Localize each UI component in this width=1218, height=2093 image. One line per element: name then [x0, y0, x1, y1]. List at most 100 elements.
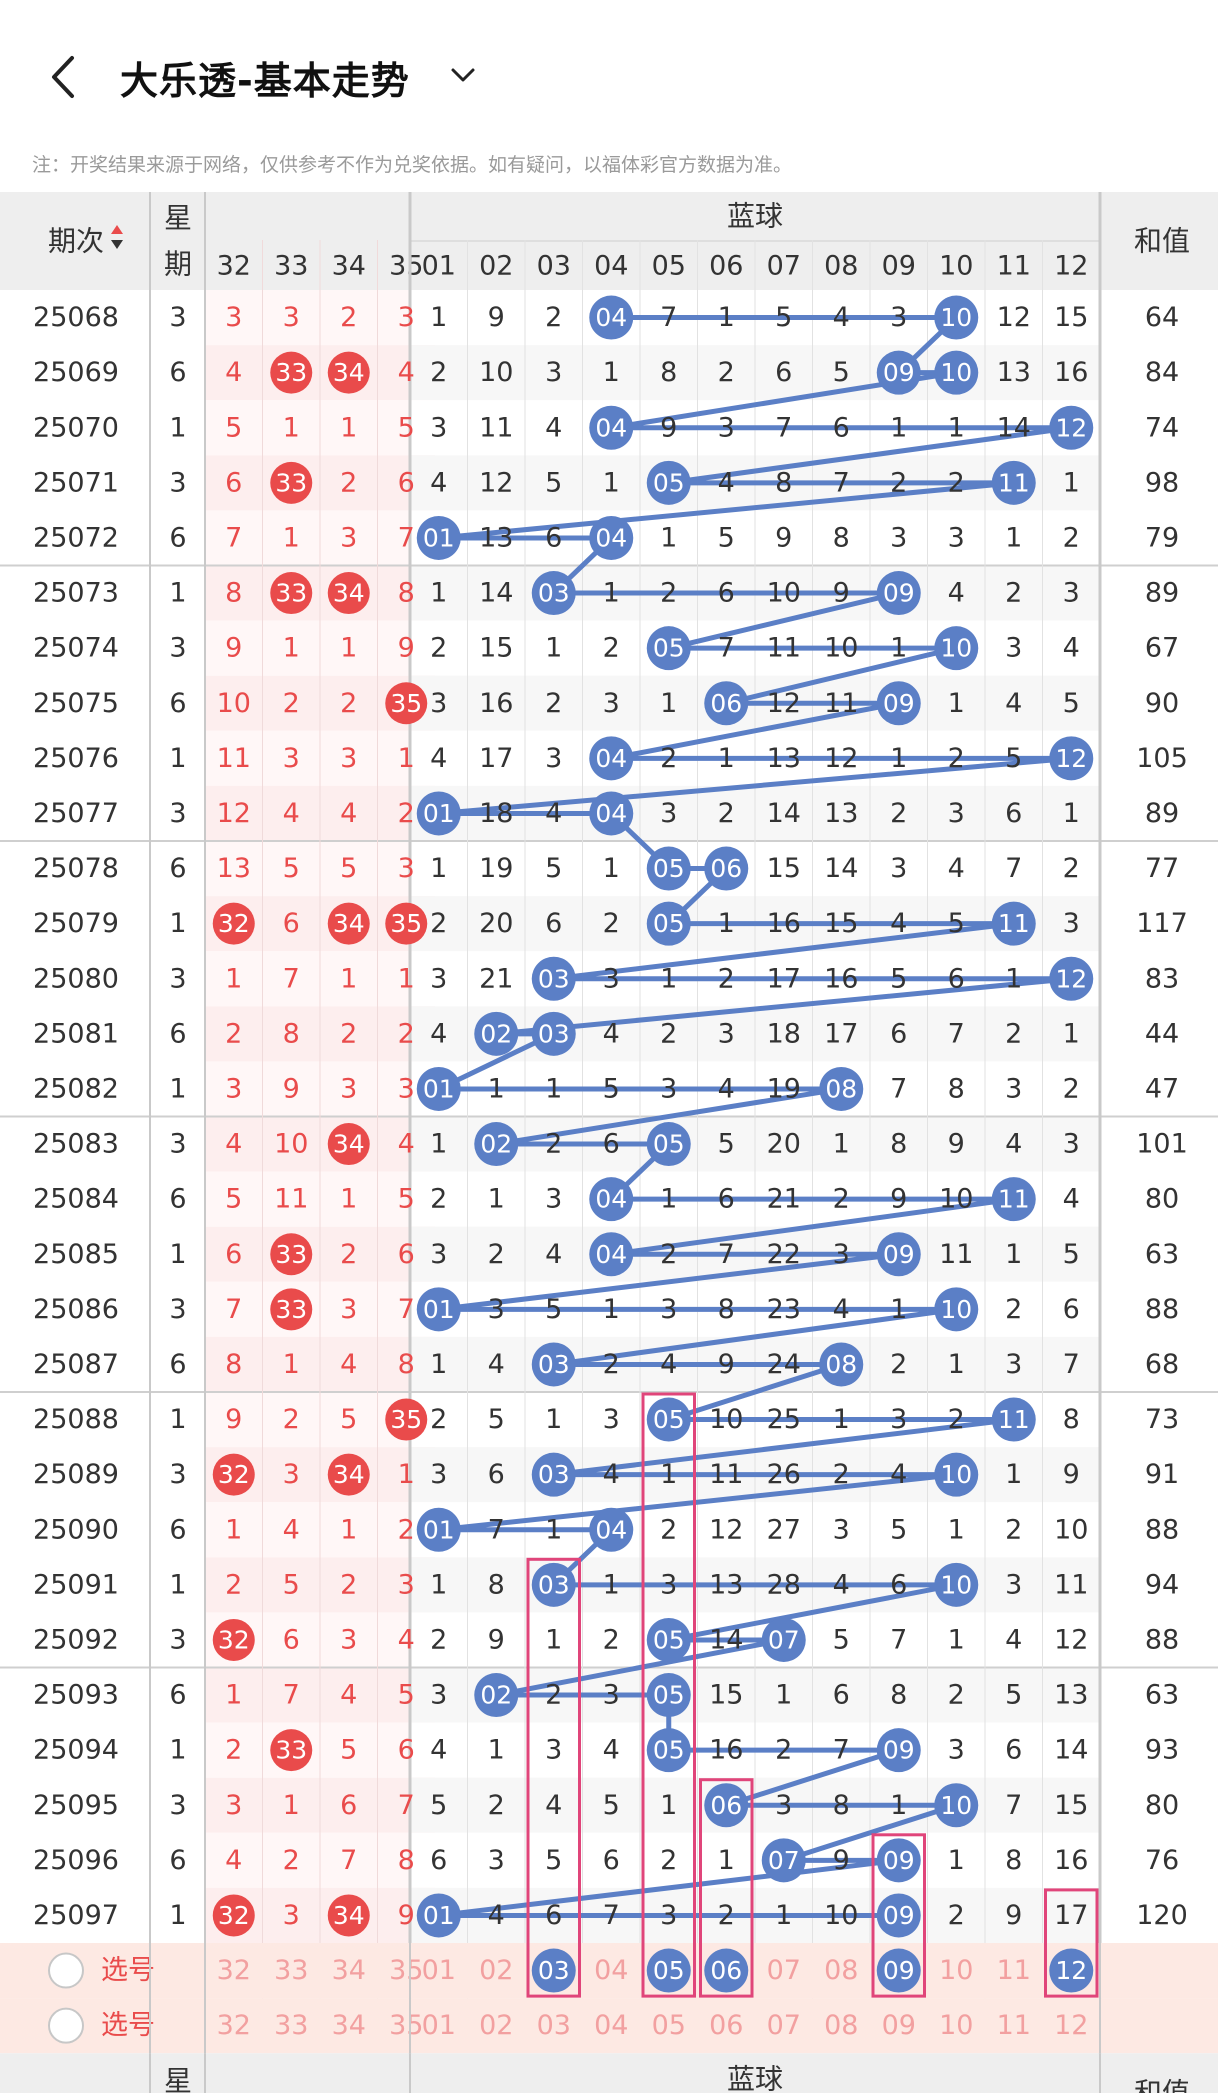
blue-ball-number: 10	[940, 1460, 972, 1489]
chevron-left-icon[interactable]	[44, 52, 84, 102]
blue-ball	[589, 515, 634, 560]
select-blue-number[interactable]: 04	[594, 2010, 628, 2041]
select-red-number[interactable]: 34	[332, 2010, 366, 2041]
issue-number: 25088	[33, 1404, 119, 1435]
sort-up-icon[interactable]	[111, 225, 123, 234]
select-blue-number[interactable]: 04	[594, 1955, 628, 1986]
chevron-down-icon[interactable]	[448, 60, 478, 90]
issue-number: 25093	[33, 1680, 119, 1711]
select-red-number[interactable]: 33	[274, 1955, 308, 1986]
sum-value: 91	[1145, 1459, 1179, 1490]
blue-miss-count: 4	[833, 1569, 850, 1600]
picked-blue-ball[interactable]	[1049, 1948, 1094, 1993]
sort-down-icon[interactable]	[111, 240, 123, 249]
select-blue-number[interactable]: 11	[997, 2010, 1031, 2041]
blue-ball	[1049, 956, 1094, 1001]
select-blue-number[interactable]: 11	[997, 1955, 1031, 1986]
blue-miss-count: 1	[660, 522, 677, 553]
red-miss-count: 1	[283, 412, 300, 443]
select-blue-number[interactable]: 08	[824, 1955, 858, 1986]
blue-miss-count: 3	[890, 302, 907, 333]
weekday: 1	[169, 578, 186, 609]
select-blue-number[interactable]: 07	[767, 2010, 801, 2041]
blue-ball-number: 09	[883, 689, 915, 718]
blue-miss-count: 1	[948, 1349, 965, 1380]
sum-value: 90	[1145, 688, 1179, 719]
weekday: 3	[169, 1790, 186, 1821]
blue-miss-count: 2	[660, 1845, 677, 1876]
blue-miss-count: 20	[479, 908, 513, 939]
select-blue-number[interactable]: 10	[939, 2010, 973, 2041]
select-blue-number[interactable]: 02	[479, 2010, 513, 2041]
weekday: 3	[169, 1459, 186, 1490]
issue-number: 25097	[33, 1900, 119, 1931]
blue-miss-count: 8	[890, 1129, 907, 1160]
picked-blue-ball[interactable]	[531, 1948, 576, 1993]
weekday: 6	[169, 357, 186, 388]
select-red-number[interactable]: 35	[389, 1955, 423, 1986]
select-blue-number[interactable]: 08	[824, 2010, 858, 2041]
sum-value: 88	[1145, 1514, 1179, 1545]
weekday: 1	[169, 743, 186, 774]
select-blue-number[interactable]: 05	[652, 2010, 686, 2041]
select-radio[interactable]	[48, 1952, 84, 1989]
blue-miss-count: 1	[1063, 467, 1080, 498]
blue-miss-count: 14	[767, 798, 801, 829]
issue-number: 25081	[33, 1018, 119, 1049]
picked-blue-ball[interactable]	[704, 1948, 749, 1993]
picked-blue-ball[interactable]	[876, 1948, 921, 1993]
picked-blue-number[interactable]: 05	[653, 1956, 685, 1985]
select-red-number[interactable]: 32	[217, 1955, 251, 1986]
issue-number: 25090	[33, 1514, 119, 1545]
red-ball	[385, 902, 428, 945]
select-blue-number[interactable]: 01	[422, 1955, 456, 1986]
select-blue-number[interactable]: 07	[767, 1955, 801, 1986]
red-miss-count: 2	[398, 1514, 415, 1545]
select-blue-number[interactable]: 12	[1054, 2010, 1088, 2041]
blue-miss-count: 4	[430, 1018, 447, 1049]
blue-miss-count: 1	[1005, 1459, 1022, 1490]
blue-ball-number: 01	[423, 523, 455, 552]
picked-blue-number[interactable]: 09	[883, 1956, 915, 1985]
red-miss-count: 2	[340, 1239, 357, 1270]
red-miss-count: 10	[217, 688, 251, 719]
red-miss-count: 8	[225, 1349, 242, 1380]
red-miss-count: 3	[398, 1569, 415, 1600]
picked-blue-ball[interactable]	[646, 1948, 691, 1993]
select-blue-number[interactable]: 10	[939, 1955, 973, 1986]
weekday: 1	[169, 908, 186, 939]
red-miss-count: 4	[225, 357, 242, 388]
select-red-number[interactable]: 34	[332, 1955, 366, 1986]
select-blue-number[interactable]: 02	[479, 1955, 513, 1986]
select-blue-number[interactable]: 03	[537, 2010, 571, 2041]
red-ball	[270, 1729, 313, 1772]
sum-value: 117	[1136, 908, 1188, 939]
red-ball-number: 33	[275, 1295, 307, 1324]
blue-miss-count: 19	[479, 853, 513, 884]
blue-miss-count: 15	[479, 633, 513, 664]
blue-miss-count: 1	[660, 1790, 677, 1821]
red-col-header: 35	[389, 251, 423, 282]
select-radio[interactable]	[48, 2007, 84, 2044]
blue-miss-count: 2	[718, 798, 735, 829]
footer-header	[0, 2053, 1218, 2093]
picked-blue-number[interactable]: 12	[1055, 1956, 1087, 1985]
picked-blue-number[interactable]: 03	[538, 1956, 570, 1985]
select-blue-number[interactable]: 09	[882, 2010, 916, 2041]
issue-number: 25086	[33, 1294, 119, 1325]
picked-blue-number[interactable]: 06	[710, 1956, 742, 1985]
select-red-number[interactable]: 33	[274, 2010, 308, 2041]
blue-col-header: 08	[824, 251, 858, 282]
red-ball-number: 32	[218, 1625, 250, 1654]
blue-miss-count: 3	[890, 853, 907, 884]
select-blue-number[interactable]: 01	[422, 2010, 456, 2041]
issue-number: 25084	[33, 1184, 119, 1215]
select-red-number[interactable]: 32	[217, 2010, 251, 2041]
select-red-number[interactable]: 35	[389, 2010, 423, 2041]
blue-miss-count: 4	[430, 467, 447, 498]
blue-col-header: 02	[479, 251, 513, 282]
select-blue-number[interactable]: 06	[709, 2010, 743, 2041]
blue-ball-number: 06	[710, 689, 742, 718]
blue-ball	[646, 846, 691, 891]
footer-week-label: 星	[164, 2065, 192, 2093]
